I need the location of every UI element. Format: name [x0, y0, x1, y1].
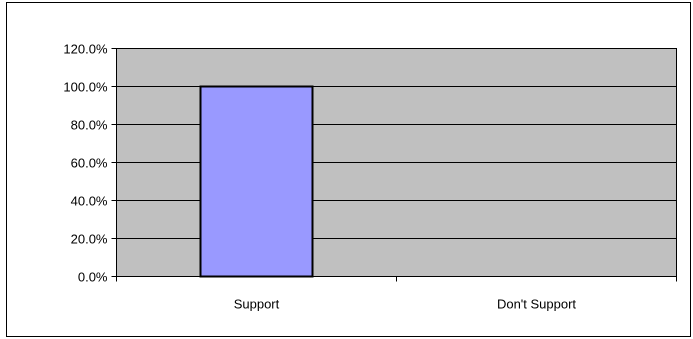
y-tick-label: 20.0%: [71, 232, 108, 247]
y-tick-labels: 0.0% 20.0% 40.0% 60.0% 80.0% 100.0% 120.0%: [63, 42, 108, 285]
y-tick-label: 120.0%: [63, 42, 108, 57]
bar-0: [199, 85, 314, 278]
y-tick-label: 100.0%: [63, 80, 108, 95]
y-tick-label: 0.0%: [78, 270, 108, 285]
axes: [111, 48, 677, 282]
bars: [199, 85, 314, 278]
x-tick-label: Support: [234, 297, 280, 312]
x-tick-labels: Support Don't Support: [234, 297, 577, 312]
y-tick-label: 80.0%: [71, 118, 108, 133]
x-tick-label: Don't Support: [497, 297, 576, 312]
y-tick-label: 60.0%: [71, 156, 108, 171]
y-tick-label: 40.0%: [71, 194, 108, 209]
